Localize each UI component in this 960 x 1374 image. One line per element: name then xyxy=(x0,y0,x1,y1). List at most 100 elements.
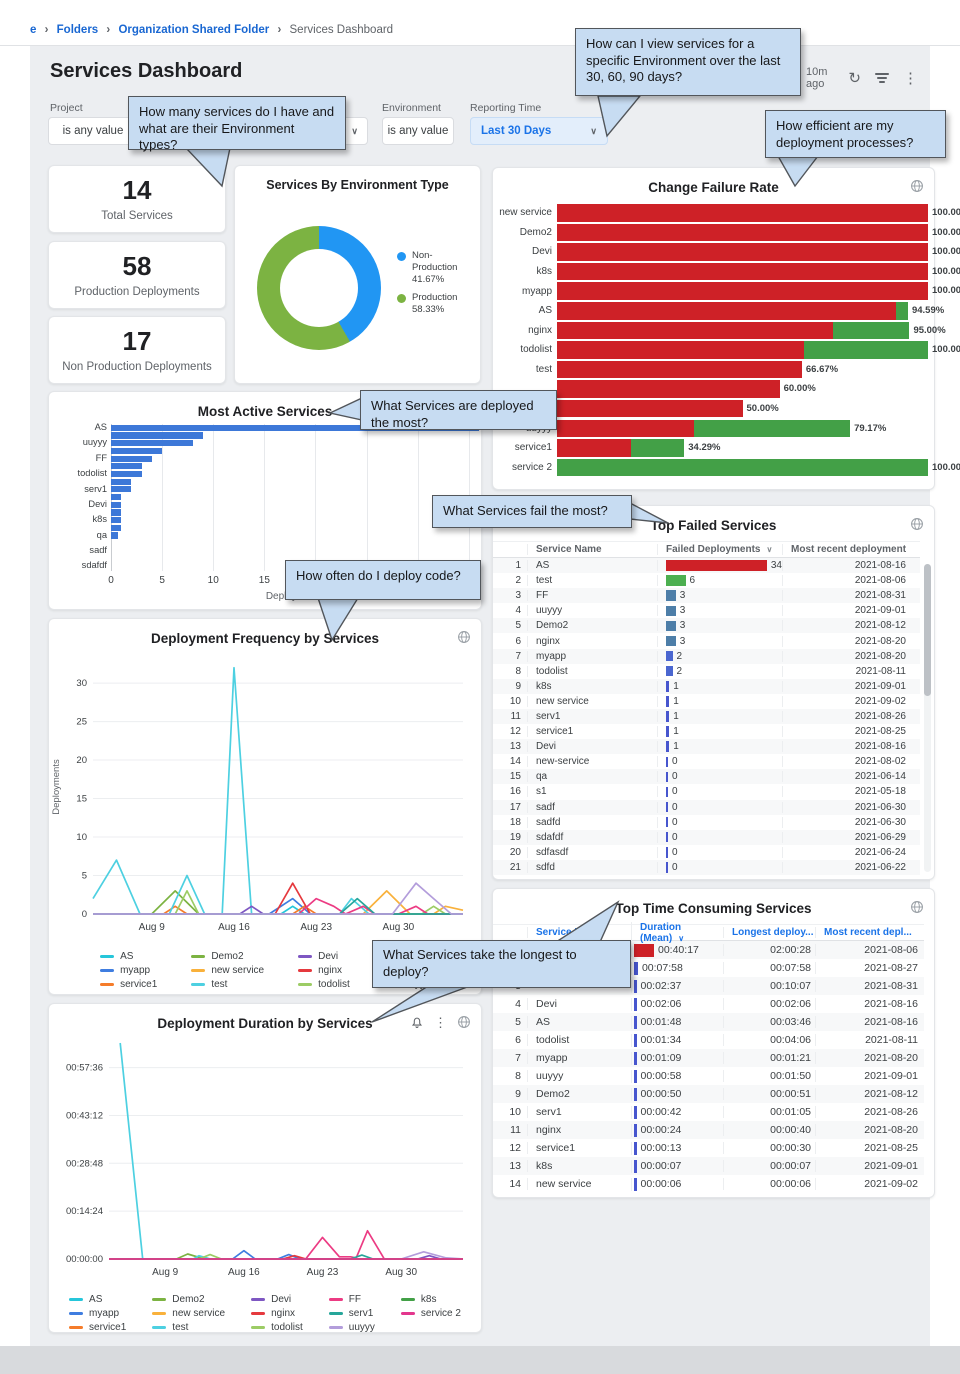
environment-filter[interactable]: is any value xyxy=(382,117,454,145)
cfr-row[interactable]: new service 100.00% xyxy=(493,203,960,223)
cfr-failed-bar[interactable] xyxy=(557,243,928,261)
series-FF[interactable] xyxy=(93,897,463,915)
cfr-failed-bar[interactable] xyxy=(557,439,632,457)
deployment-bar[interactable] xyxy=(111,517,122,524)
deployment-bar[interactable] xyxy=(111,524,122,531)
cfr-row[interactable]: nginx 95.00% xyxy=(493,321,946,341)
reporting-time-dropdown[interactable]: Last 30 Days ∨ xyxy=(470,117,608,145)
refresh-icon[interactable]: ↻ xyxy=(848,69,861,87)
table-row[interactable]: 20 sdfasdf 0 2021-06-24 xyxy=(493,844,920,860)
legend-item-Demo2[interactable]: Demo2 xyxy=(152,1294,225,1305)
environment-donut-chart[interactable] xyxy=(257,226,381,350)
legend-item-new service[interactable]: new service xyxy=(191,965,264,976)
kpi-non-production-deployments[interactable]: 17 Non Production Deployments xyxy=(48,316,226,384)
table-row[interactable]: 11 nginx 00:00:24 00:00:40 2021-08-20 xyxy=(493,1121,924,1139)
legend-item-AS[interactable]: AS xyxy=(69,1294,126,1305)
breadcrumb-folders[interactable]: Folders xyxy=(56,24,99,36)
table-row[interactable]: 14 new-service 0 2021-08-02 xyxy=(493,754,920,770)
legend-item-test[interactable]: test xyxy=(152,1322,225,1333)
cfr-failed-bar[interactable] xyxy=(557,204,928,222)
cfr-failed-bar[interactable] xyxy=(557,341,804,359)
cfr-row[interactable]: service1 34.29% xyxy=(493,438,934,458)
legend-item-myapp[interactable]: myapp xyxy=(69,1308,126,1319)
globe-icon[interactable] xyxy=(457,1015,471,1029)
filter-icon[interactable] xyxy=(875,71,889,85)
deployment-bar[interactable] xyxy=(111,463,142,470)
bell-icon[interactable] xyxy=(410,1015,424,1029)
scrollbar-track[interactable] xyxy=(924,564,931,872)
legend-item-Demo2[interactable]: Demo2 xyxy=(191,951,264,962)
deployment-bar[interactable] xyxy=(111,493,122,501)
scrollbar-thumb[interactable] xyxy=(924,564,931,696)
deployment-bar[interactable] xyxy=(111,440,193,447)
legend-item-Devi[interactable]: Devi xyxy=(298,951,350,962)
table-row[interactable]: 9 k8s 1 2021-09-01 xyxy=(493,678,920,694)
col-most-recent-deployment[interactable]: Most recent deployment xyxy=(782,544,920,555)
legend-item-nginx[interactable]: nginx xyxy=(251,1308,303,1319)
table-row[interactable]: 13 Devi 1 2021-08-16 xyxy=(493,739,920,755)
table-row[interactable]: 7 myapp 00:01:09 00:01:21 2021-08-20 xyxy=(493,1049,924,1067)
legend-item-service 2[interactable]: service 2 xyxy=(400,1308,461,1319)
legend-item-FF[interactable]: FF xyxy=(328,1294,375,1305)
cfr-failed-bar[interactable] xyxy=(557,360,802,379)
deployment-bar[interactable] xyxy=(111,424,479,431)
cfr-row[interactable]: 50.00% xyxy=(493,399,934,419)
deployment-bar[interactable] xyxy=(111,501,122,508)
cfr-success-bar[interactable] xyxy=(896,302,908,320)
legend-item-serv1[interactable]: serv1 xyxy=(328,1308,375,1319)
legend-item-myapp[interactable]: myapp xyxy=(100,965,157,976)
cfr-failed-bar[interactable] xyxy=(557,282,928,300)
cfr-success-bar[interactable] xyxy=(694,419,851,438)
table-row[interactable]: 6 nginx 3 2021-08-20 xyxy=(493,633,920,649)
cfr-row[interactable]: service 2 100.00% xyxy=(493,458,960,478)
cfr-failed-bar[interactable] xyxy=(557,223,928,242)
table-row[interactable]: 18 sadfd 0 2021-06-30 xyxy=(493,814,920,830)
kpi-production-deployments[interactable]: 58 Production Deployments xyxy=(48,241,226,309)
kpi-total-services[interactable]: 14 Total Services xyxy=(48,165,226,233)
legend-item-service1[interactable]: service1 xyxy=(100,979,157,990)
deployment-duration-chart[interactable]: 00:00:00 00:14:24 00:28:48 00:43:12 00:57:36… xyxy=(49,1031,481,1292)
deployment-bar[interactable] xyxy=(111,478,132,485)
legend-item-todolist[interactable]: todolist xyxy=(251,1322,303,1333)
donut-legend-item[interactable]: Production 58.33% xyxy=(397,292,474,316)
cfr-success-bar[interactable] xyxy=(833,321,910,340)
legend-item-todolist[interactable]: todolist xyxy=(298,979,350,990)
globe-icon[interactable] xyxy=(910,517,924,531)
col-failed-deployments[interactable]: Failed Deployments ∨ xyxy=(657,544,782,555)
legend-item-Devi[interactable]: Devi xyxy=(251,1294,303,1305)
legend-item-service1[interactable]: service1 xyxy=(69,1322,126,1333)
cfr-failed-bar[interactable] xyxy=(557,321,834,340)
table-row[interactable]: 2 test 6 2021-08-06 xyxy=(493,573,920,589)
series-test[interactable] xyxy=(119,1042,463,1260)
table-row[interactable]: 10 new service 1 2021-09-02 xyxy=(493,693,920,709)
table-row[interactable]: 11 serv1 1 2021-08-26 xyxy=(493,708,920,725)
table-row[interactable]: 12 service1 1 2021-08-25 xyxy=(493,724,920,740)
cfr-row[interactable]: Devi 100.00% xyxy=(493,242,960,262)
globe-icon[interactable] xyxy=(910,900,924,914)
col-most-recent-deploy[interactable]: Most recent depl... xyxy=(815,927,924,938)
cfr-failed-bar[interactable] xyxy=(557,262,928,281)
table-row[interactable]: 10 serv1 00:00:42 00:01:05 2021-08-26 xyxy=(493,1103,924,1121)
col-service-name[interactable]: Service Name xyxy=(527,544,657,555)
deployment-bar[interactable] xyxy=(111,432,203,439)
cfr-failed-bar[interactable] xyxy=(557,380,780,398)
deployment-bar[interactable] xyxy=(111,470,142,478)
table-row[interactable]: 4 uuyyy 3 2021-09-01 xyxy=(493,603,920,619)
table-row[interactable]: 5 AS 00:01:48 00:03:46 2021-08-16 xyxy=(493,1013,924,1031)
cfr-failed-bar[interactable] xyxy=(557,302,897,320)
deployment-bar[interactable] xyxy=(111,447,163,455)
col-duration-mean[interactable]: Duration (Mean) ∨ xyxy=(631,921,723,944)
table-row[interactable]: 7 myapp 2 2021-08-20 xyxy=(493,648,920,664)
legend-item-nginx[interactable]: nginx xyxy=(298,965,350,976)
deployment-bar[interactable] xyxy=(111,532,119,539)
cfr-row[interactable]: uuyyy79.17% xyxy=(493,419,934,439)
legend-item-k8s[interactable]: k8s xyxy=(400,1294,461,1305)
cfr-failed-bar[interactable] xyxy=(557,399,743,418)
table-row[interactable]: 14 new service 00:00:06 00:00:06 2021-09-02 xyxy=(493,1175,924,1193)
cfr-row[interactable]: Demo2 100.00% xyxy=(493,223,960,243)
table-row[interactable]: 19 sdafdf 0 2021-06-29 xyxy=(493,829,920,845)
cfr-row[interactable]: test 66.67% xyxy=(493,360,934,380)
cfr-failed-bar[interactable] xyxy=(557,419,695,438)
cfr-row[interactable]: 60.00% xyxy=(493,379,934,399)
table-row[interactable]: 8 todolist 2 2021-08-11 xyxy=(493,663,920,679)
